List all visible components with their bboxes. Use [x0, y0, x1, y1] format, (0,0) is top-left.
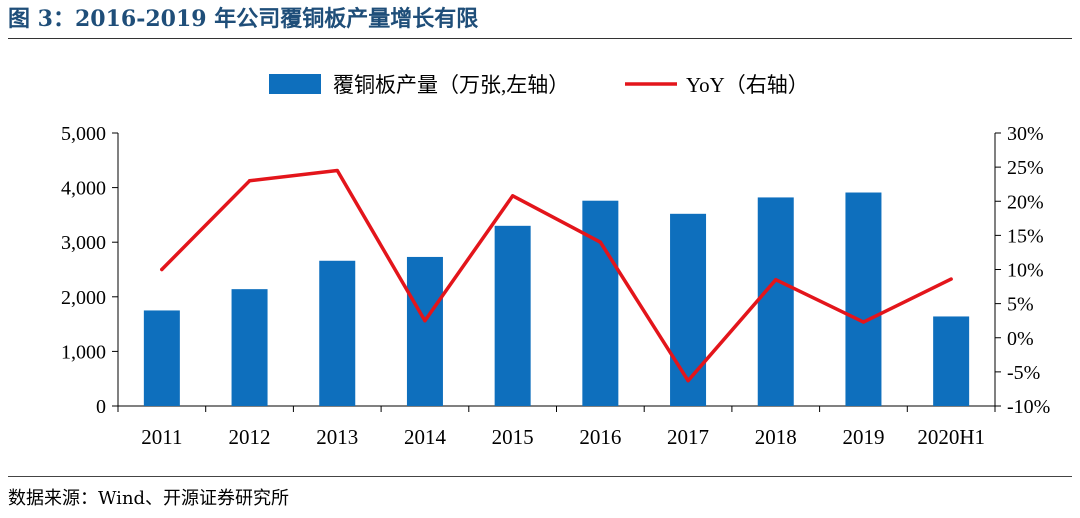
- yoy-point: [247, 179, 252, 183]
- right-axis-tick-label: 5%: [1007, 294, 1034, 316]
- chart: 覆铜板产量（万张,左轴） YoY（右轴） 0 1,000 2,000 3,000 4,00…: [61, 73, 1050, 449]
- yoy-point: [861, 320, 866, 324]
- bar: [143, 310, 180, 406]
- right-axis-tick-label: 0%: [1007, 328, 1034, 350]
- x-tick-labels: 2011 2012 2013 2014 2015 2016 2017 2018 2019 2020…: [141, 425, 985, 449]
- axes: 0 1,000 2,000 3,000 4,000 5,000 -10% -5% 0% 5% 10%…: [61, 123, 1050, 418]
- left-axis-tick-label: 4,000: [61, 178, 106, 200]
- bar: [494, 225, 531, 406]
- yoy-point: [423, 319, 427, 323]
- bar: [582, 200, 619, 406]
- left-axis-tick-label: 1,000: [61, 341, 106, 363]
- left-axis-tick-label: 3,000: [61, 232, 106, 254]
- yoy-point: [774, 278, 778, 282]
- bar: [319, 260, 356, 406]
- yoy-point: [335, 168, 339, 173]
- bar: [933, 316, 970, 406]
- right-axis-tick-label: 20%: [1007, 191, 1044, 213]
- x-tick-label: 2015: [492, 425, 534, 449]
- x-tick-label: 2014: [404, 425, 447, 449]
- right-axis-tick-label: -5%: [1007, 362, 1040, 384]
- x-tick-label: 2011: [141, 425, 182, 449]
- left-axis-tick-label: 0: [96, 396, 106, 418]
- right-axis-tick-label: 15%: [1007, 225, 1044, 247]
- legend-line-label: YoY（右轴）: [686, 73, 809, 97]
- left-axis-tick-label: 2,000: [61, 287, 106, 309]
- bar: [757, 197, 794, 406]
- x-tick-label: 2019: [842, 425, 884, 449]
- footer-rule: [8, 476, 1072, 477]
- right-axis-tick-label: 10%: [1007, 260, 1044, 282]
- yoy-point: [949, 277, 953, 281]
- right-axis-tick-label: 25%: [1007, 157, 1044, 179]
- x-tick-label: 2013: [316, 425, 358, 449]
- left-axis-tick-label: 5,000: [61, 123, 106, 145]
- right-axis-tick-label: -10%: [1007, 396, 1050, 418]
- x-tick-label: 2012: [229, 425, 271, 449]
- bar-series: [143, 192, 970, 406]
- legend-bar-label: 覆铜板产量（万张,左轴）: [333, 73, 569, 97]
- yoy-line-series: [160, 168, 953, 383]
- bar: [231, 289, 268, 406]
- yoy-point: [160, 267, 164, 272]
- x-tick-label: 2020H1: [917, 425, 985, 449]
- bar: [845, 192, 882, 406]
- yoy-point: [511, 194, 515, 198]
- x-tick-label: 2016: [579, 425, 621, 449]
- chart-title: 图 3：2016-2019 年公司覆铜板产量增长有限: [8, 6, 479, 32]
- source-note: 数据来源：Wind、开源证券研究所: [8, 488, 290, 509]
- x-tick-label: 2018: [755, 425, 797, 449]
- title-rule: [8, 38, 1072, 39]
- yoy-line: [160, 168, 953, 383]
- legend: 覆铜板产量（万张,左轴） YoY（右轴）: [269, 73, 809, 97]
- bar: [406, 256, 443, 406]
- yoy-point: [598, 240, 602, 244]
- right-axis-tick-label: 30%: [1007, 123, 1044, 145]
- yoy-point: [686, 379, 690, 383]
- bar: [670, 213, 707, 406]
- x-tick-label: 2017: [667, 425, 709, 449]
- legend-bar-swatch: [269, 74, 321, 94]
